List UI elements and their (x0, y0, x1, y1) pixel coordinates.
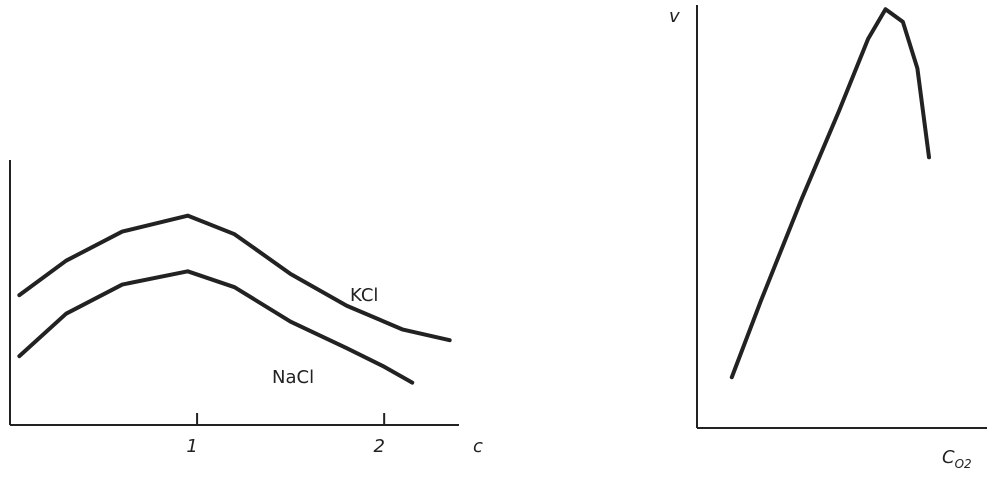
x-axis-label-main: c (473, 436, 483, 457)
curve (17, 269, 415, 385)
curve (17, 213, 452, 343)
series-label: NaCl (272, 367, 314, 388)
y-axis-label: v (669, 6, 680, 27)
series-label: KCl (350, 285, 378, 306)
x-axis-label: c (473, 436, 483, 457)
x-tick-label: 2 (373, 436, 384, 457)
curve (729, 7, 931, 380)
x-axis-label: CO2 (942, 447, 972, 471)
x-axis-label-subscript: O2 (955, 457, 972, 471)
x-axis-label-main: C (942, 447, 955, 468)
x-tick-label: 1 (186, 436, 197, 457)
